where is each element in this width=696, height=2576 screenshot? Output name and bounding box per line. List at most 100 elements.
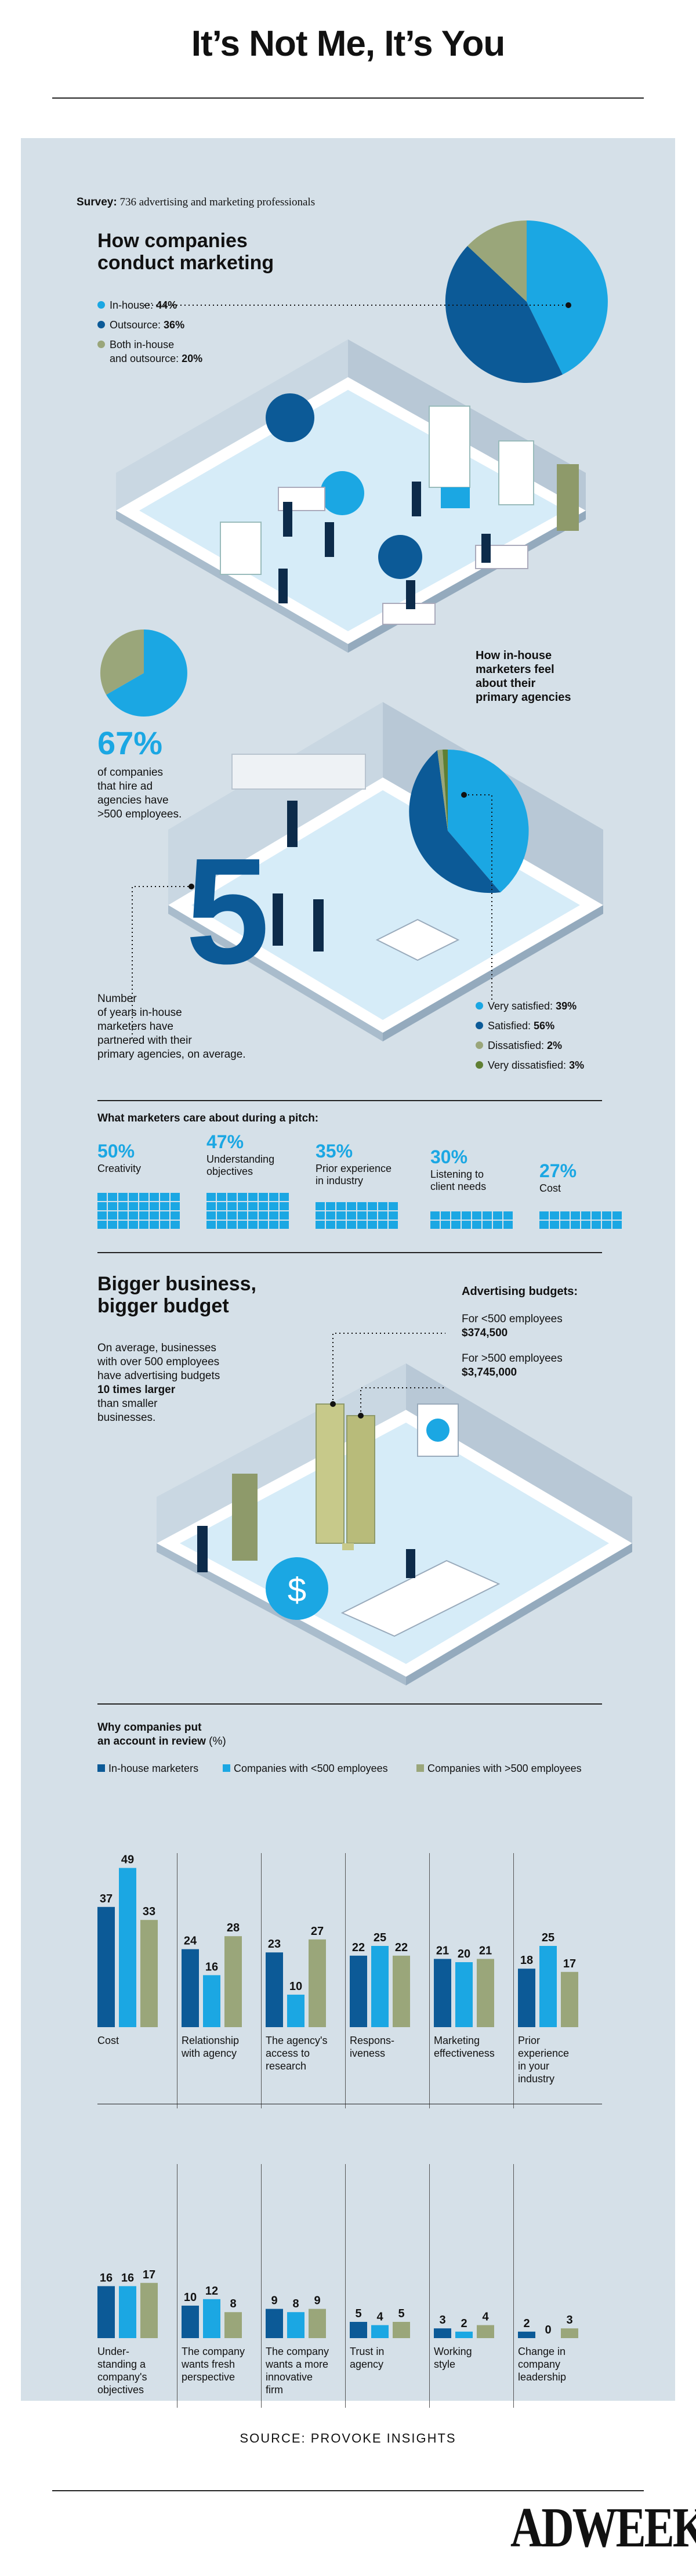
dollar-icon: $ <box>288 1571 306 1609</box>
pitch-grid-cell <box>206 1202 216 1210</box>
review-bar-label: 10 <box>184 2291 197 2304</box>
review-bar <box>518 2331 535 2338</box>
survey-note: Survey: 736 advertising and marketing pr… <box>77 196 316 208</box>
pitch-grid-cell <box>118 1211 128 1220</box>
pitch-grid-cell <box>171 1202 180 1210</box>
pitch-grid-cell <box>259 1193 268 1201</box>
pitch-grid-cell <box>139 1193 148 1201</box>
review-bar-label: 8 <box>230 2298 236 2310</box>
review-category-label: Relationship with agency <box>182 2035 240 2059</box>
pitch-grid-cell <box>118 1202 128 1210</box>
legend-outsource: Outsource: 36% <box>97 318 184 332</box>
pitch-grid-cell <box>108 1211 117 1220</box>
review-bar-label: 22 <box>395 1941 408 1954</box>
pitch-grid-cell <box>336 1202 346 1210</box>
review-bar <box>182 2306 199 2338</box>
pitch-grid-cell <box>560 1211 570 1220</box>
pitch-grid-cell <box>248 1211 258 1220</box>
pitch-grid-cell <box>389 1221 398 1229</box>
review-bar <box>203 2299 220 2338</box>
pitch-grid-cell <box>259 1211 268 1220</box>
review-category-label: Trust in agency <box>350 2346 385 2370</box>
pitch-grid-cell <box>389 1211 398 1220</box>
budget-description: On average, businesses with over 500 empl… <box>97 1342 220 1424</box>
pitch-pct-0: 50% <box>97 1141 135 1162</box>
review-bar <box>203 1975 220 2027</box>
feel-pie <box>409 749 529 893</box>
budget-large: For >500 employees $3,745,000 <box>462 1352 563 1379</box>
review-bar <box>266 2309 283 2338</box>
pie-67 <box>100 629 187 717</box>
pitch-grid-cell <box>129 1221 138 1229</box>
review-bar-label: 21 <box>436 1944 449 1957</box>
pitch-grid-cell <box>462 1211 471 1220</box>
budget-heading: Bigger business, bigger budget <box>97 1273 256 1317</box>
ad-budgets-heading: Advertising budgets: <box>462 1285 578 1298</box>
review-bar <box>518 1969 535 2027</box>
review-bar <box>455 1962 473 2027</box>
pitch-grid-cell <box>97 1211 107 1220</box>
adweek-logo: ADWEEK <box>510 2495 696 2559</box>
divider-pitch <box>97 1100 602 1101</box>
pitch-grid-cell <box>592 1211 601 1220</box>
review-bar <box>371 2325 389 2338</box>
pitch-grid-cell <box>462 1221 471 1229</box>
review-bar <box>561 1971 578 2027</box>
pitch-grid-cell <box>441 1211 450 1220</box>
pitch-label-3: Listening to client needs <box>430 1168 487 1192</box>
review-bar-label: 5 <box>355 2307 361 2320</box>
top-divider <box>52 97 644 99</box>
review-bar <box>350 2322 367 2338</box>
group-separator <box>513 1853 514 2108</box>
pitch-grid-cell <box>108 1202 117 1210</box>
pitch-grid-cell <box>368 1211 377 1220</box>
review-bar-label: 5 <box>398 2307 404 2320</box>
review-legend-small: Companies with <500 employees <box>223 1761 388 1775</box>
pitch-grid-cell <box>217 1202 226 1210</box>
review-bar <box>350 1955 367 2027</box>
pitch-grid-cell <box>378 1221 387 1229</box>
group-separator <box>345 1853 346 2108</box>
pitch-grid-cell <box>316 1202 325 1210</box>
conduct-heading: How companies conduct marketing <box>97 230 274 274</box>
pitch-grid-cell <box>550 1221 559 1229</box>
pitch-grid-cell <box>539 1221 549 1229</box>
pitch-grid-cell <box>493 1211 502 1220</box>
pitch-grid-cell <box>206 1193 216 1201</box>
review-bar-label: 37 <box>100 1893 113 1905</box>
pitch-grid-cell <box>357 1221 367 1229</box>
pitch-grid-cell <box>227 1221 237 1229</box>
pitch-grid-cell <box>430 1211 440 1220</box>
pitch-grid-cell <box>150 1202 159 1210</box>
pitch-grid-cell <box>248 1202 258 1210</box>
pitch-grid-cell <box>503 1221 513 1229</box>
pitch-grid-cell <box>368 1221 377 1229</box>
review-bar <box>561 2328 578 2338</box>
pitch-grid-cell <box>129 1193 138 1201</box>
review-category-label: The agency's access to research <box>266 2035 328 2072</box>
review-bar-label: 3 <box>439 2314 445 2327</box>
source-note: SOURCE: PROVOKE INSIGHTS <box>240 2431 456 2445</box>
pitch-grid-cell <box>150 1221 159 1229</box>
review-bar <box>434 1959 451 2027</box>
stat-67-text: of companies that hire ad agencies have >50… <box>97 766 182 820</box>
pitch-grid-cell <box>451 1221 461 1229</box>
review-bar-label: 2 <box>523 2317 530 2330</box>
pitch-grid-cell <box>238 1193 247 1201</box>
review-bar-label: 27 <box>311 1925 324 1938</box>
office-room <box>116 339 586 653</box>
review-category-label: Under-standing a company's objectives <box>97 2346 147 2396</box>
years-text: Number of years in-house marketers have par… <box>97 993 246 1061</box>
review-bar <box>182 1949 199 2027</box>
review-bar-label: 2 <box>461 2317 467 2330</box>
pitch-grid-cell <box>571 1221 580 1229</box>
conduct-pie <box>445 220 608 383</box>
pitch-grid-cell <box>602 1221 611 1229</box>
review-bar <box>309 1939 326 2027</box>
pitch-grid-cell <box>389 1202 398 1210</box>
pitch-grid-cell <box>97 1221 107 1229</box>
group-separator <box>261 2164 262 2408</box>
pitch-grid-cell <box>227 1193 237 1201</box>
review-bar <box>455 2331 473 2338</box>
review-bar-label: 0 <box>545 2324 551 2336</box>
